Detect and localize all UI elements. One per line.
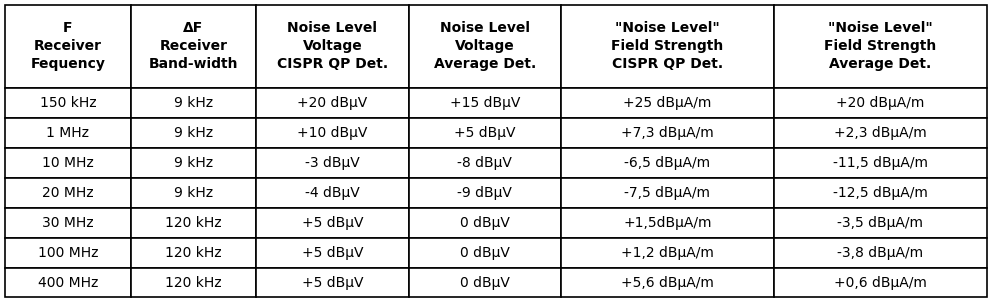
Bar <box>409 238 560 268</box>
Bar <box>560 88 774 118</box>
Text: 10 MHz: 10 MHz <box>42 156 93 170</box>
Bar <box>409 5 560 88</box>
Text: +25 dBμA/m: +25 dBμA/m <box>623 96 711 110</box>
Bar <box>409 208 560 238</box>
Text: 120 kHz: 120 kHz <box>166 275 222 290</box>
Bar <box>256 268 409 297</box>
Text: 150 kHz: 150 kHz <box>40 96 96 110</box>
Bar <box>131 208 256 238</box>
Text: +5 dBμV: +5 dBμV <box>302 216 363 230</box>
Bar <box>5 238 131 268</box>
Text: -11,5 dBμA/m: -11,5 dBμA/m <box>833 156 928 170</box>
Bar <box>256 5 409 88</box>
Bar <box>409 178 560 208</box>
Text: +1,5dBμA/m: +1,5dBμA/m <box>623 216 711 230</box>
Text: 20 MHz: 20 MHz <box>42 186 93 200</box>
Bar <box>5 88 131 118</box>
Text: +5 dBμV: +5 dBμV <box>454 126 516 140</box>
Bar <box>774 178 987 208</box>
Text: -3,8 dBμA/m: -3,8 dBμA/m <box>837 246 924 260</box>
Text: F
Receiver
Fequency: F Receiver Fequency <box>31 21 105 71</box>
Text: ΔF
Receiver
Band-width: ΔF Receiver Band-width <box>149 21 238 71</box>
Text: 120 kHz: 120 kHz <box>166 246 222 260</box>
Text: -8 dBμV: -8 dBμV <box>457 156 512 170</box>
Text: 0 dBμV: 0 dBμV <box>459 216 510 230</box>
Text: Noise Level
Voltage
CISPR QP Det.: Noise Level Voltage CISPR QP Det. <box>277 21 388 71</box>
Text: 9 kHz: 9 kHz <box>174 96 213 110</box>
Bar <box>560 148 774 178</box>
Text: Noise Level
Voltage
Average Det.: Noise Level Voltage Average Det. <box>434 21 536 71</box>
Text: -4 dBμV: -4 dBμV <box>306 186 360 200</box>
Text: 30 MHz: 30 MHz <box>42 216 93 230</box>
Bar <box>774 238 987 268</box>
Bar <box>560 118 774 148</box>
Text: -12,5 dBμA/m: -12,5 dBμA/m <box>833 186 928 200</box>
Bar <box>131 178 256 208</box>
Text: +1,2 dBμA/m: +1,2 dBμA/m <box>621 246 714 260</box>
Bar <box>256 208 409 238</box>
Bar <box>774 148 987 178</box>
Bar <box>131 268 256 297</box>
Text: -3,5 dBμA/m: -3,5 dBμA/m <box>837 216 924 230</box>
Bar <box>131 118 256 148</box>
Text: "Noise Level"
Field Strength
CISPR QP Det.: "Noise Level" Field Strength CISPR QP De… <box>611 21 723 71</box>
Text: -7,5 dBμA/m: -7,5 dBμA/m <box>624 186 710 200</box>
Bar <box>409 268 560 297</box>
Bar <box>560 208 774 238</box>
Bar <box>560 268 774 297</box>
Text: 9 kHz: 9 kHz <box>174 126 213 140</box>
Text: +20 dBμA/m: +20 dBμA/m <box>836 96 925 110</box>
Bar <box>256 178 409 208</box>
Text: +7,3 dBμA/m: +7,3 dBμA/m <box>621 126 714 140</box>
Bar <box>131 238 256 268</box>
Bar <box>5 148 131 178</box>
Bar <box>560 5 774 88</box>
Text: -3 dBμV: -3 dBμV <box>306 156 360 170</box>
Text: +20 dBμV: +20 dBμV <box>298 96 368 110</box>
Bar <box>256 118 409 148</box>
Bar <box>5 178 131 208</box>
Text: 100 MHz: 100 MHz <box>38 246 98 260</box>
Bar <box>409 88 560 118</box>
Text: "Noise Level"
Field Strength
Average Det.: "Noise Level" Field Strength Average Det… <box>824 21 936 71</box>
Bar <box>5 118 131 148</box>
Text: +5 dBμV: +5 dBμV <box>302 275 363 290</box>
Bar <box>560 238 774 268</box>
Bar <box>256 148 409 178</box>
Text: 9 kHz: 9 kHz <box>174 186 213 200</box>
Bar <box>131 5 256 88</box>
Bar <box>5 208 131 238</box>
Bar <box>774 268 987 297</box>
Text: 120 kHz: 120 kHz <box>166 216 222 230</box>
Bar <box>256 238 409 268</box>
Bar <box>5 5 131 88</box>
Bar <box>774 5 987 88</box>
Bar <box>560 178 774 208</box>
Text: 0 dBμV: 0 dBμV <box>459 275 510 290</box>
Bar <box>5 268 131 297</box>
Bar <box>256 88 409 118</box>
Bar <box>774 118 987 148</box>
Bar <box>131 88 256 118</box>
Text: +15 dBμV: +15 dBμV <box>449 96 520 110</box>
Text: +10 dBμV: +10 dBμV <box>298 126 368 140</box>
Text: +5,6 dBμA/m: +5,6 dBμA/m <box>621 275 714 290</box>
Text: 400 MHz: 400 MHz <box>38 275 98 290</box>
Text: 1 MHz: 1 MHz <box>47 126 89 140</box>
Bar <box>774 88 987 118</box>
Text: +5 dBμV: +5 dBμV <box>302 246 363 260</box>
Text: -9 dBμV: -9 dBμV <box>457 186 512 200</box>
Bar <box>409 148 560 178</box>
Text: +0,6 dBμA/m: +0,6 dBμA/m <box>834 275 927 290</box>
Bar <box>774 208 987 238</box>
Text: -6,5 dBμA/m: -6,5 dBμA/m <box>624 156 710 170</box>
Bar <box>409 118 560 148</box>
Text: 9 kHz: 9 kHz <box>174 156 213 170</box>
Bar <box>131 148 256 178</box>
Text: 0 dBμV: 0 dBμV <box>459 246 510 260</box>
Text: +2,3 dBμA/m: +2,3 dBμA/m <box>834 126 927 140</box>
